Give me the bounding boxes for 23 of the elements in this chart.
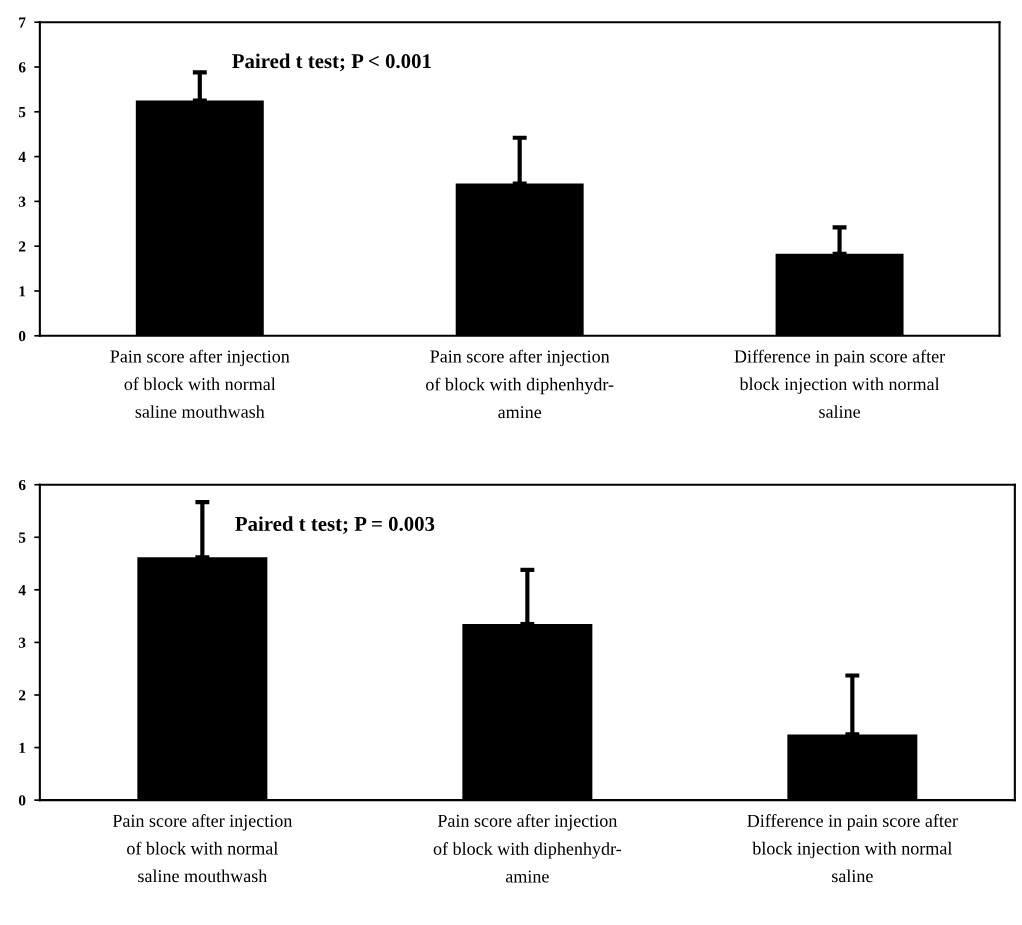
y-tick-label: 2 (18, 690, 26, 701)
annotation: Paired t test; P = 0.003 (235, 516, 435, 534)
y-tick-label: 6 (18, 62, 26, 73)
y-tick-label: 4 (18, 585, 26, 596)
x-tick-label: Pain score after injection of block with diphenhydr- amine (426, 349, 614, 419)
y-tick-label: 0 (18, 795, 26, 806)
y-tick-label: 6 (18, 479, 26, 491)
y-tick-label: 7 (19, 17, 26, 28)
y-tick-label: 5 (18, 532, 26, 543)
x-tick-label: Pain score after injection of block with normal saline mouthwash (110, 349, 290, 418)
y-tick-label: 3 (18, 196, 26, 207)
x-tick-label: Pain score after injection of block with normal saline mouthwash (112, 814, 293, 883)
y-tick-label: 0 (18, 330, 26, 342)
x-tick-label: Difference in pain score after block injection with normal saline (734, 349, 946, 418)
x-tick-label: Difference in pain score after block injection with normal saline (747, 814, 958, 883)
y-tick-label: 5 (18, 107, 26, 118)
x-tick-label: Pain score after injection of block with diphenhydr- amine (433, 814, 622, 883)
y-tick-label: 1 (19, 286, 26, 297)
y-tick-label: 1 (19, 742, 26, 753)
y-tick-label: 2 (18, 241, 26, 252)
y-tick-label: 4 (18, 151, 26, 162)
annotation: Paired t test; P < 0.001 (232, 53, 431, 72)
y-tick-label: 3 (18, 637, 26, 648)
